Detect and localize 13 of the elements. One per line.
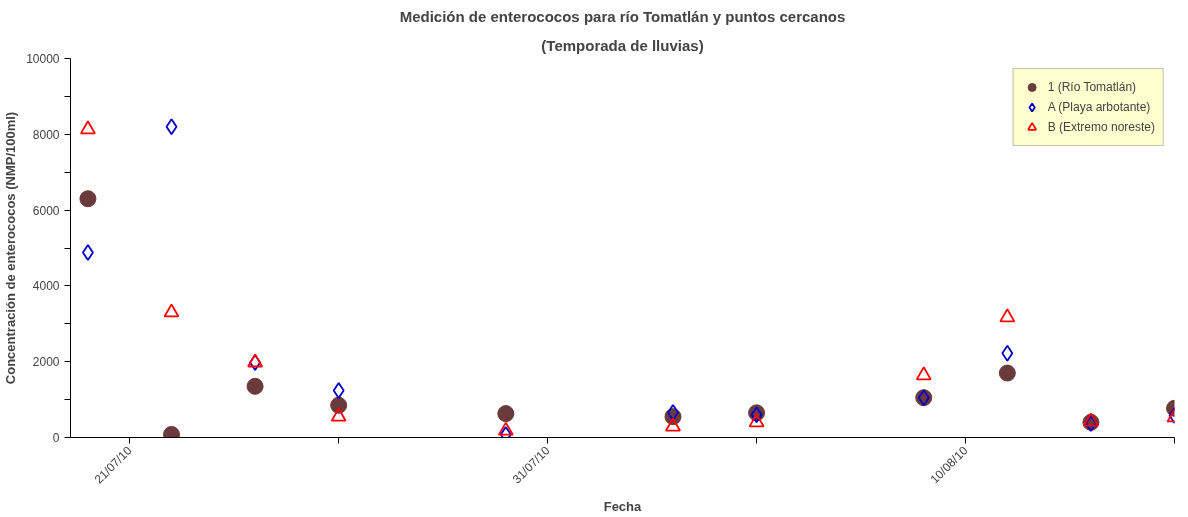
x-axis-title: Fecha [603,499,643,515]
legend-label: B (Extremo noreste) [1047,120,1155,134]
y-tick-label: 6000 [32,203,60,218]
y-tick-label: 8000 [32,127,60,142]
chart-title: Medición de enterococos para río Tomatlán y puntos cercanos [399,7,846,25]
y-tick-label: 4000 [32,279,60,294]
y-tick-label: 10000 [26,52,60,66]
legend-label: A (Playa arbotante) [1047,100,1151,114]
y-axis-title: Concentración de enterococos (NMP/100ml) [3,111,19,385]
y-tick-label: 0 [52,431,60,445]
legend-label: 1 (Río Tomatlán) [1047,80,1137,94]
chart-subtitle: (Temporada de lluvias) [541,36,704,54]
y-tick-label: 2000 [32,355,60,370]
